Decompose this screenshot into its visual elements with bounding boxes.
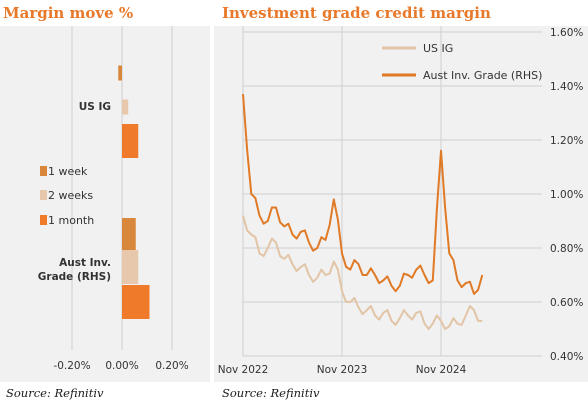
bar-aust-inv-grade-rhs-1-month (122, 285, 150, 319)
bar-us-ig-1-week (118, 65, 122, 81)
series-line-aust-inv-grade-rhs (242, 94, 484, 295)
x-tick-label: 0.20% (155, 360, 188, 372)
credit-margin-title: Investment grade credit margin (222, 4, 491, 22)
legend-label-1-month: 1 month (48, 214, 94, 227)
right-source-note: Source: Refinitiv (222, 386, 320, 400)
legend-label-aust-inv-grade-rhs: Aust Inv. Grade (RHS) (423, 69, 542, 82)
margin-move-bar-chart: 1 week 2 weeks 1 month -0.20% 0.00% 0.20% US … (38, 26, 189, 372)
left-source-note: Source: Refinitiv (6, 386, 104, 400)
legend-label-us-ig: US IG (423, 42, 453, 55)
x-tick-label: -0.20% (53, 360, 90, 372)
margin-move-title: Margin move % (3, 4, 134, 22)
legend-swatch-2-weeks (40, 190, 47, 200)
x-tick-label: Nov 2022 (218, 364, 269, 376)
y-tick-label: 1.60% (550, 27, 583, 39)
bar-aust-inv-grade-rhs-1-week (122, 218, 136, 252)
y-tick-label: 1.00% (550, 189, 583, 201)
y-tick-label: 1.20% (550, 135, 583, 147)
y-tick-label: 0.80% (550, 243, 583, 255)
left-panel-background (0, 26, 210, 382)
y-tick-label: 0.60% (550, 297, 583, 309)
category-label-aust-inv-grade-rhs: Aust Inv. Grade (RHS) (38, 257, 111, 283)
credit-margin-line-chart: US IG Aust Inv. Grade (RHS) 0.40% 0.60% 0.8… (218, 26, 583, 376)
legend-label-1-week: 1 week (48, 165, 88, 178)
category-label-us-ig: US IG (79, 101, 111, 113)
series-line-us-ig (242, 215, 483, 330)
right-panel-background (214, 26, 588, 382)
x-tick-label: 0.00% (105, 360, 138, 372)
y-tick-label: 1.40% (550, 81, 583, 93)
bar-us-ig-2-weeks (122, 99, 129, 115)
legend-swatch-1-week (40, 166, 47, 176)
bar-aust-inv-grade-rhs-2-weeks (122, 250, 139, 284)
legend-swatch-1-month (40, 215, 47, 225)
x-tick-label: Nov 2024 (416, 364, 467, 376)
legend-label-2-weeks: 2 weeks (48, 189, 93, 202)
y-tick-label: 0.40% (550, 351, 583, 363)
bar-us-ig-1-month (122, 124, 139, 158)
x-tick-label: Nov 2023 (317, 364, 368, 376)
